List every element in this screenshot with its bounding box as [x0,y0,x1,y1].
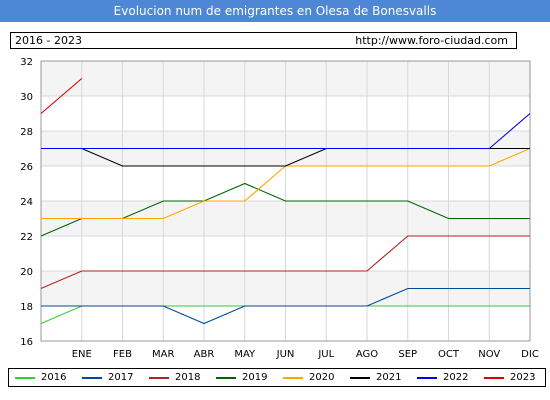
y-tick-label: 22 [20,232,33,243]
legend-swatch-2023 [484,377,504,379]
legend-label-2022: 2022 [443,372,469,383]
legend-label-2019: 2019 [242,372,268,383]
legend-swatch-2021 [350,377,370,379]
legend-swatch-2017 [82,377,102,379]
x-tick-label: ENE [72,349,92,360]
x-tick-label: OCT [438,349,460,360]
series-line-2017 [41,287,530,325]
legend-swatch-2019 [216,377,236,379]
source-url: http://www.foro-ciudad.com [355,34,508,47]
x-tick-label: FEB [113,349,132,360]
chart-title: Evolucion num de emigrantes en Olesa de … [0,0,550,22]
x-tick-label: MAY [234,349,256,360]
legend: 2016 2017 2018 2019 2020 2021 2022 2023 [8,368,546,387]
year-range-label: 2016 - 2023 [15,34,82,47]
y-tick-label: 20 [20,267,33,278]
plot-border [40,60,531,342]
legend-swatch-2018 [149,377,169,379]
y-tick-label: 32 [20,57,33,68]
series-line-2018 [40,235,530,290]
y-tick-label: 16 [20,337,33,348]
legend-swatch-2020 [283,377,303,379]
y-tick-label: 28 [20,127,33,138]
x-tick-label: NOV [478,349,500,360]
legend-label-2020: 2020 [309,372,335,383]
legend-label-2018: 2018 [175,372,201,383]
x-tick-label: AGO [356,349,378,360]
y-tick-label: 18 [20,302,33,313]
series-line-2022 [41,113,531,150]
y-tick-label: 24 [20,197,33,208]
info-box: 2016 - 2023 http://www.foro-ciudad.com [10,32,517,49]
y-tick-label: 26 [20,162,33,173]
legend-swatch-2016 [15,377,35,379]
x-tick-label: SEP [398,349,417,360]
legend-label-2021: 2021 [376,372,402,383]
legend-swatch-2022 [417,377,437,379]
y-tick-label: 30 [20,92,33,103]
series-line-2023 [40,78,83,114]
legend-label-2023: 2023 [510,372,536,383]
x-tick-label: JUN [276,349,295,360]
x-tick-label: ABR [194,349,215,360]
x-tick-label: JUL [317,349,334,360]
x-tick-label: MAR [152,349,174,360]
legend-label-2017: 2017 [108,372,134,383]
x-tick-label: DIC [521,349,539,360]
legend-label-2016: 2016 [41,372,67,383]
